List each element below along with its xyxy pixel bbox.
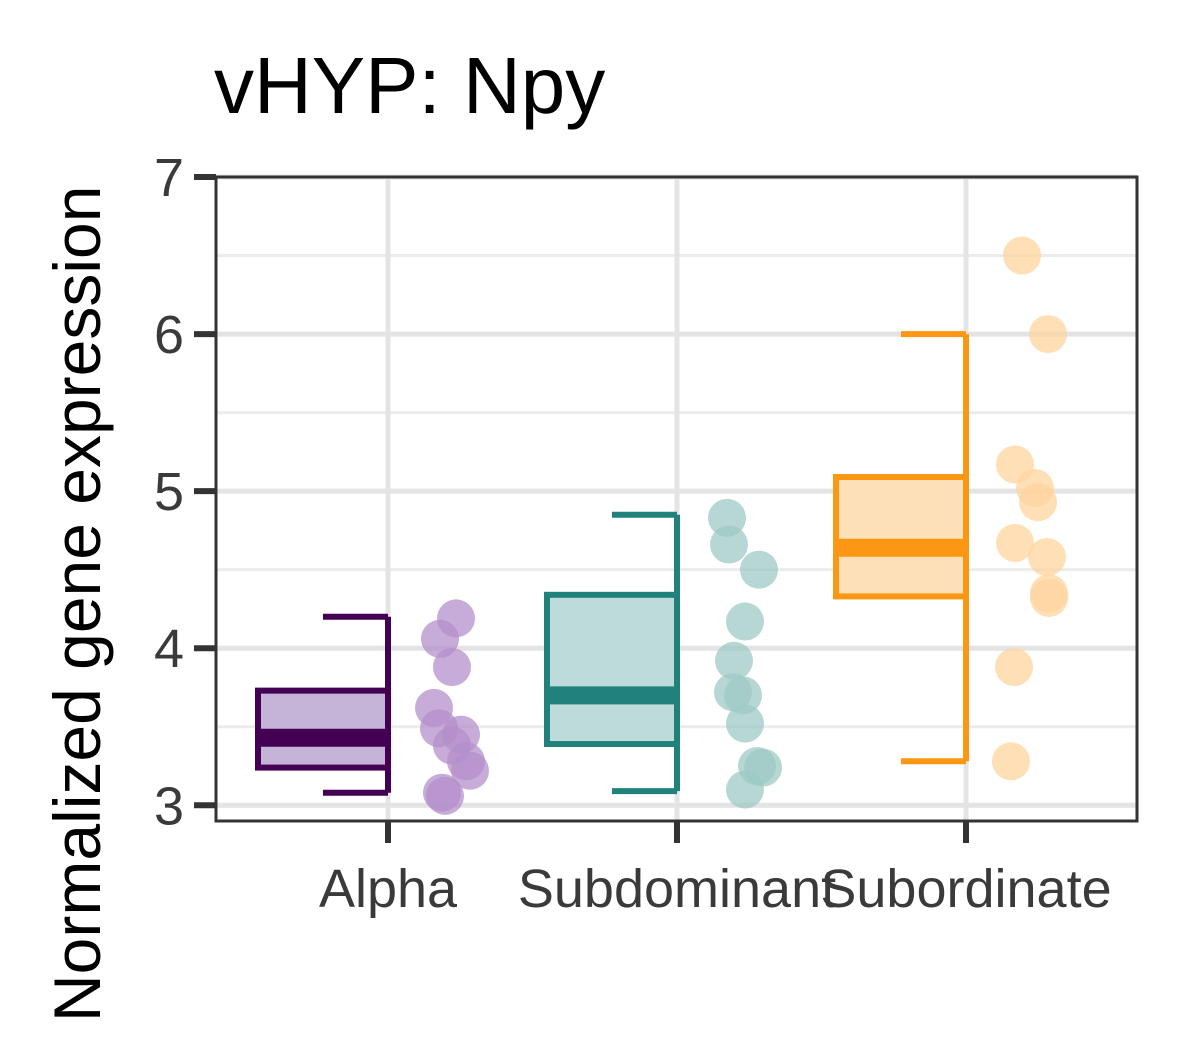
data-point [726, 704, 764, 743]
data-point [724, 676, 762, 715]
data-point [726, 770, 764, 809]
chart-title: vHYP: Npy [214, 41, 605, 130]
data-point [1019, 483, 1057, 522]
box-iqr [833, 474, 969, 600]
data-point [1029, 315, 1067, 354]
data-point [715, 641, 753, 680]
data-point [1003, 236, 1041, 275]
data-point [710, 525, 748, 564]
y-tick-label: 3 [154, 776, 184, 836]
data-point [1030, 578, 1068, 617]
y-tick-label: 6 [154, 305, 184, 365]
x-tick-label: Subordinate [820, 859, 1111, 919]
x-tick-label: Subdominant [518, 859, 836, 919]
y-tick-label: 7 [154, 148, 184, 208]
y-axis-label: Normalized gene expression [40, 186, 114, 1022]
x-tick-label: Alpha [319, 859, 458, 919]
data-point [1028, 538, 1066, 577]
data-point [726, 602, 764, 641]
data-point [426, 776, 464, 815]
data-point [740, 550, 778, 589]
data-point [451, 751, 489, 790]
box-iqr [544, 591, 680, 748]
data-point [996, 523, 1034, 562]
y-tick-label: 4 [154, 619, 184, 679]
data-point [995, 648, 1033, 687]
y-tick-label: 5 [154, 462, 184, 522]
data-point [433, 648, 471, 687]
data-point [992, 742, 1030, 781]
